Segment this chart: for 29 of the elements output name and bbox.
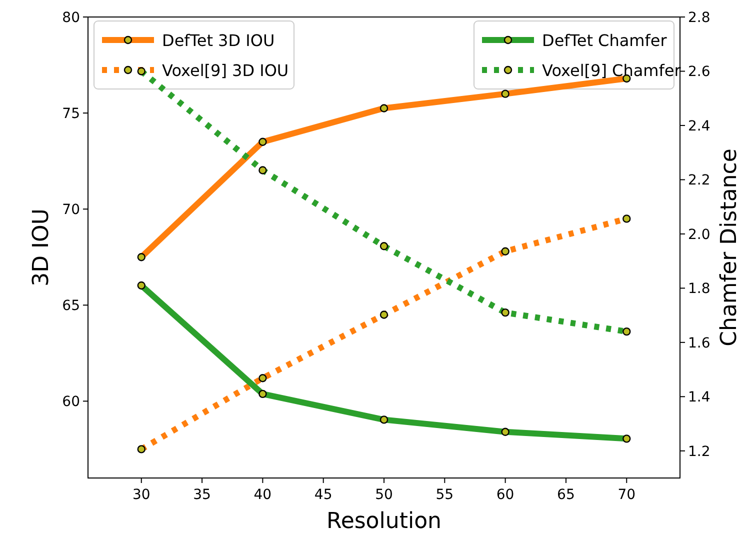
y2-tick-label: 2.2 — [688, 172, 710, 189]
y-tick-label: 60 — [62, 394, 80, 410]
x-tick-label: 40 — [254, 487, 272, 503]
legend-label: DefTet 3D IOU — [162, 31, 275, 50]
y-tick-label: 65 — [62, 298, 80, 314]
legend-label: DefTet Chamfer — [542, 31, 668, 50]
legend-label: Voxel[9] 3D IOU — [162, 61, 289, 80]
x-tick-label: 45 — [314, 487, 332, 503]
y2-tick-label: 1.2 — [688, 444, 710, 460]
y2-tick-label: 2.4 — [688, 118, 710, 134]
y-tick-label: 75 — [62, 106, 80, 122]
y2-axis-title: Chamfer Distance — [717, 148, 740, 346]
y-tick-label: 70 — [62, 202, 80, 218]
y2-tick-label: 1.8 — [688, 281, 710, 298]
x-tick-label: 70 — [618, 487, 636, 503]
x-axis-title: Resolution — [326, 509, 442, 534]
y2-tick-label: 1.6 — [688, 335, 710, 352]
y-tick-label: 80 — [62, 10, 80, 26]
y2-tick-label: 2.6 — [688, 64, 710, 80]
x-tick-label: 35 — [193, 487, 211, 503]
x-tick-label: 30 — [132, 487, 150, 503]
y2-tick-label: 2.0 — [688, 226, 710, 243]
y-axis-title: 3D IOU — [29, 208, 54, 286]
x-tick-label: 65 — [557, 487, 575, 503]
y2-tick-label: 2.8 — [688, 10, 710, 26]
x-tick-label: 50 — [375, 487, 393, 503]
x-tick-label: 55 — [436, 487, 454, 503]
y2-tick-label: 1.4 — [688, 390, 710, 406]
x-tick-label: 60 — [496, 487, 514, 503]
